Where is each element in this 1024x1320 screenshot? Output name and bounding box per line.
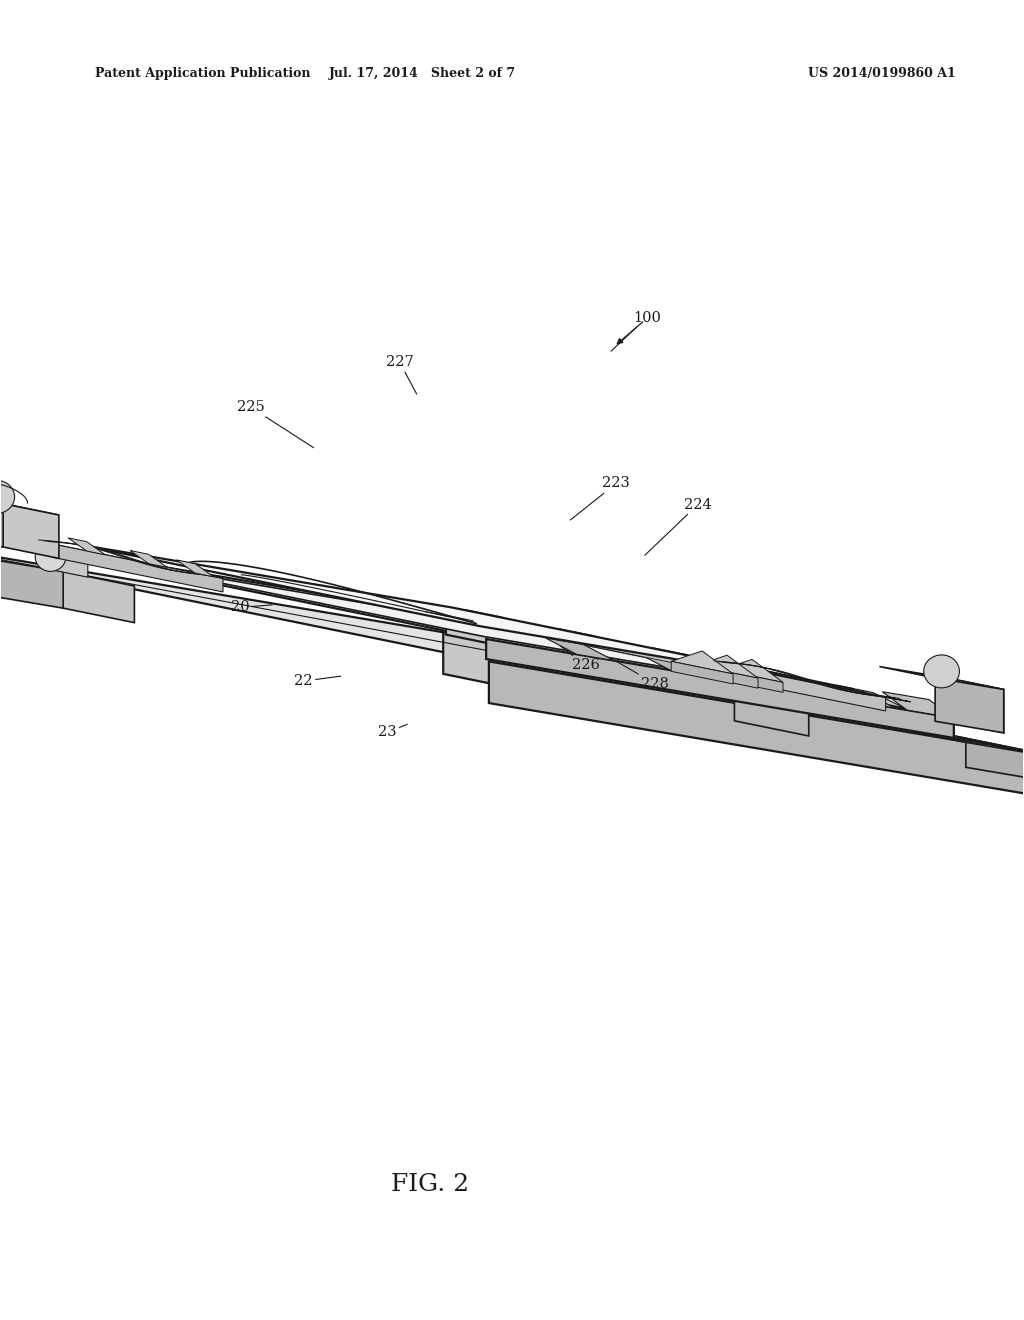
Text: 23: 23: [378, 725, 408, 739]
Ellipse shape: [924, 655, 959, 688]
Polygon shape: [913, 731, 1024, 755]
Polygon shape: [732, 669, 801, 692]
Polygon shape: [734, 690, 809, 737]
Polygon shape: [557, 628, 626, 651]
Polygon shape: [650, 647, 719, 671]
Ellipse shape: [0, 480, 14, 513]
Polygon shape: [0, 536, 1024, 758]
Ellipse shape: [35, 543, 66, 572]
Polygon shape: [671, 661, 733, 684]
Polygon shape: [486, 639, 953, 738]
Polygon shape: [78, 544, 854, 689]
Polygon shape: [3, 504, 59, 558]
Polygon shape: [639, 653, 708, 676]
Polygon shape: [449, 611, 495, 627]
Polygon shape: [0, 550, 134, 586]
Polygon shape: [836, 685, 904, 708]
Polygon shape: [985, 743, 1024, 779]
Polygon shape: [0, 491, 59, 515]
Polygon shape: [0, 550, 63, 609]
Polygon shape: [50, 553, 88, 577]
Polygon shape: [63, 572, 134, 623]
Polygon shape: [130, 550, 167, 568]
Polygon shape: [495, 620, 557, 639]
Polygon shape: [176, 560, 214, 577]
Polygon shape: [935, 678, 1004, 733]
Polygon shape: [696, 655, 758, 678]
Polygon shape: [52, 544, 223, 591]
Polygon shape: [99, 558, 833, 696]
Text: 228: 228: [616, 661, 669, 690]
Polygon shape: [880, 667, 1004, 689]
Polygon shape: [710, 686, 809, 706]
Polygon shape: [724, 667, 786, 686]
Polygon shape: [786, 680, 833, 696]
Text: Jul. 17, 2014   Sheet 2 of 7: Jul. 17, 2014 Sheet 2 of 7: [329, 67, 516, 79]
Text: 223: 223: [570, 477, 630, 520]
Polygon shape: [488, 661, 1024, 800]
Polygon shape: [671, 651, 733, 675]
Polygon shape: [28, 540, 223, 578]
Text: FIG. 2: FIG. 2: [391, 1172, 469, 1196]
Polygon shape: [826, 685, 895, 708]
Polygon shape: [0, 536, 953, 718]
Polygon shape: [721, 669, 783, 693]
Text: 22: 22: [295, 675, 341, 688]
Polygon shape: [0, 491, 3, 546]
Polygon shape: [721, 660, 783, 682]
Text: 224: 224: [645, 498, 712, 556]
Text: 20: 20: [231, 601, 272, 614]
Polygon shape: [948, 678, 1004, 733]
Polygon shape: [709, 661, 886, 711]
Text: 227: 227: [386, 355, 417, 395]
Polygon shape: [445, 615, 953, 738]
Polygon shape: [443, 632, 1024, 800]
Text: US 2014/0199860 A1: US 2014/0199860 A1: [808, 67, 955, 79]
Polygon shape: [464, 610, 532, 632]
Polygon shape: [68, 537, 105, 554]
Text: 226: 226: [560, 645, 599, 672]
Polygon shape: [966, 742, 1024, 779]
Polygon shape: [883, 692, 953, 718]
Text: 100: 100: [611, 310, 660, 351]
Text: 225: 225: [237, 400, 313, 447]
Polygon shape: [743, 667, 811, 689]
Polygon shape: [546, 638, 614, 660]
Text: Patent Application Publication: Patent Application Publication: [95, 67, 311, 79]
Polygon shape: [709, 661, 910, 702]
Polygon shape: [696, 665, 758, 688]
Polygon shape: [557, 632, 724, 673]
